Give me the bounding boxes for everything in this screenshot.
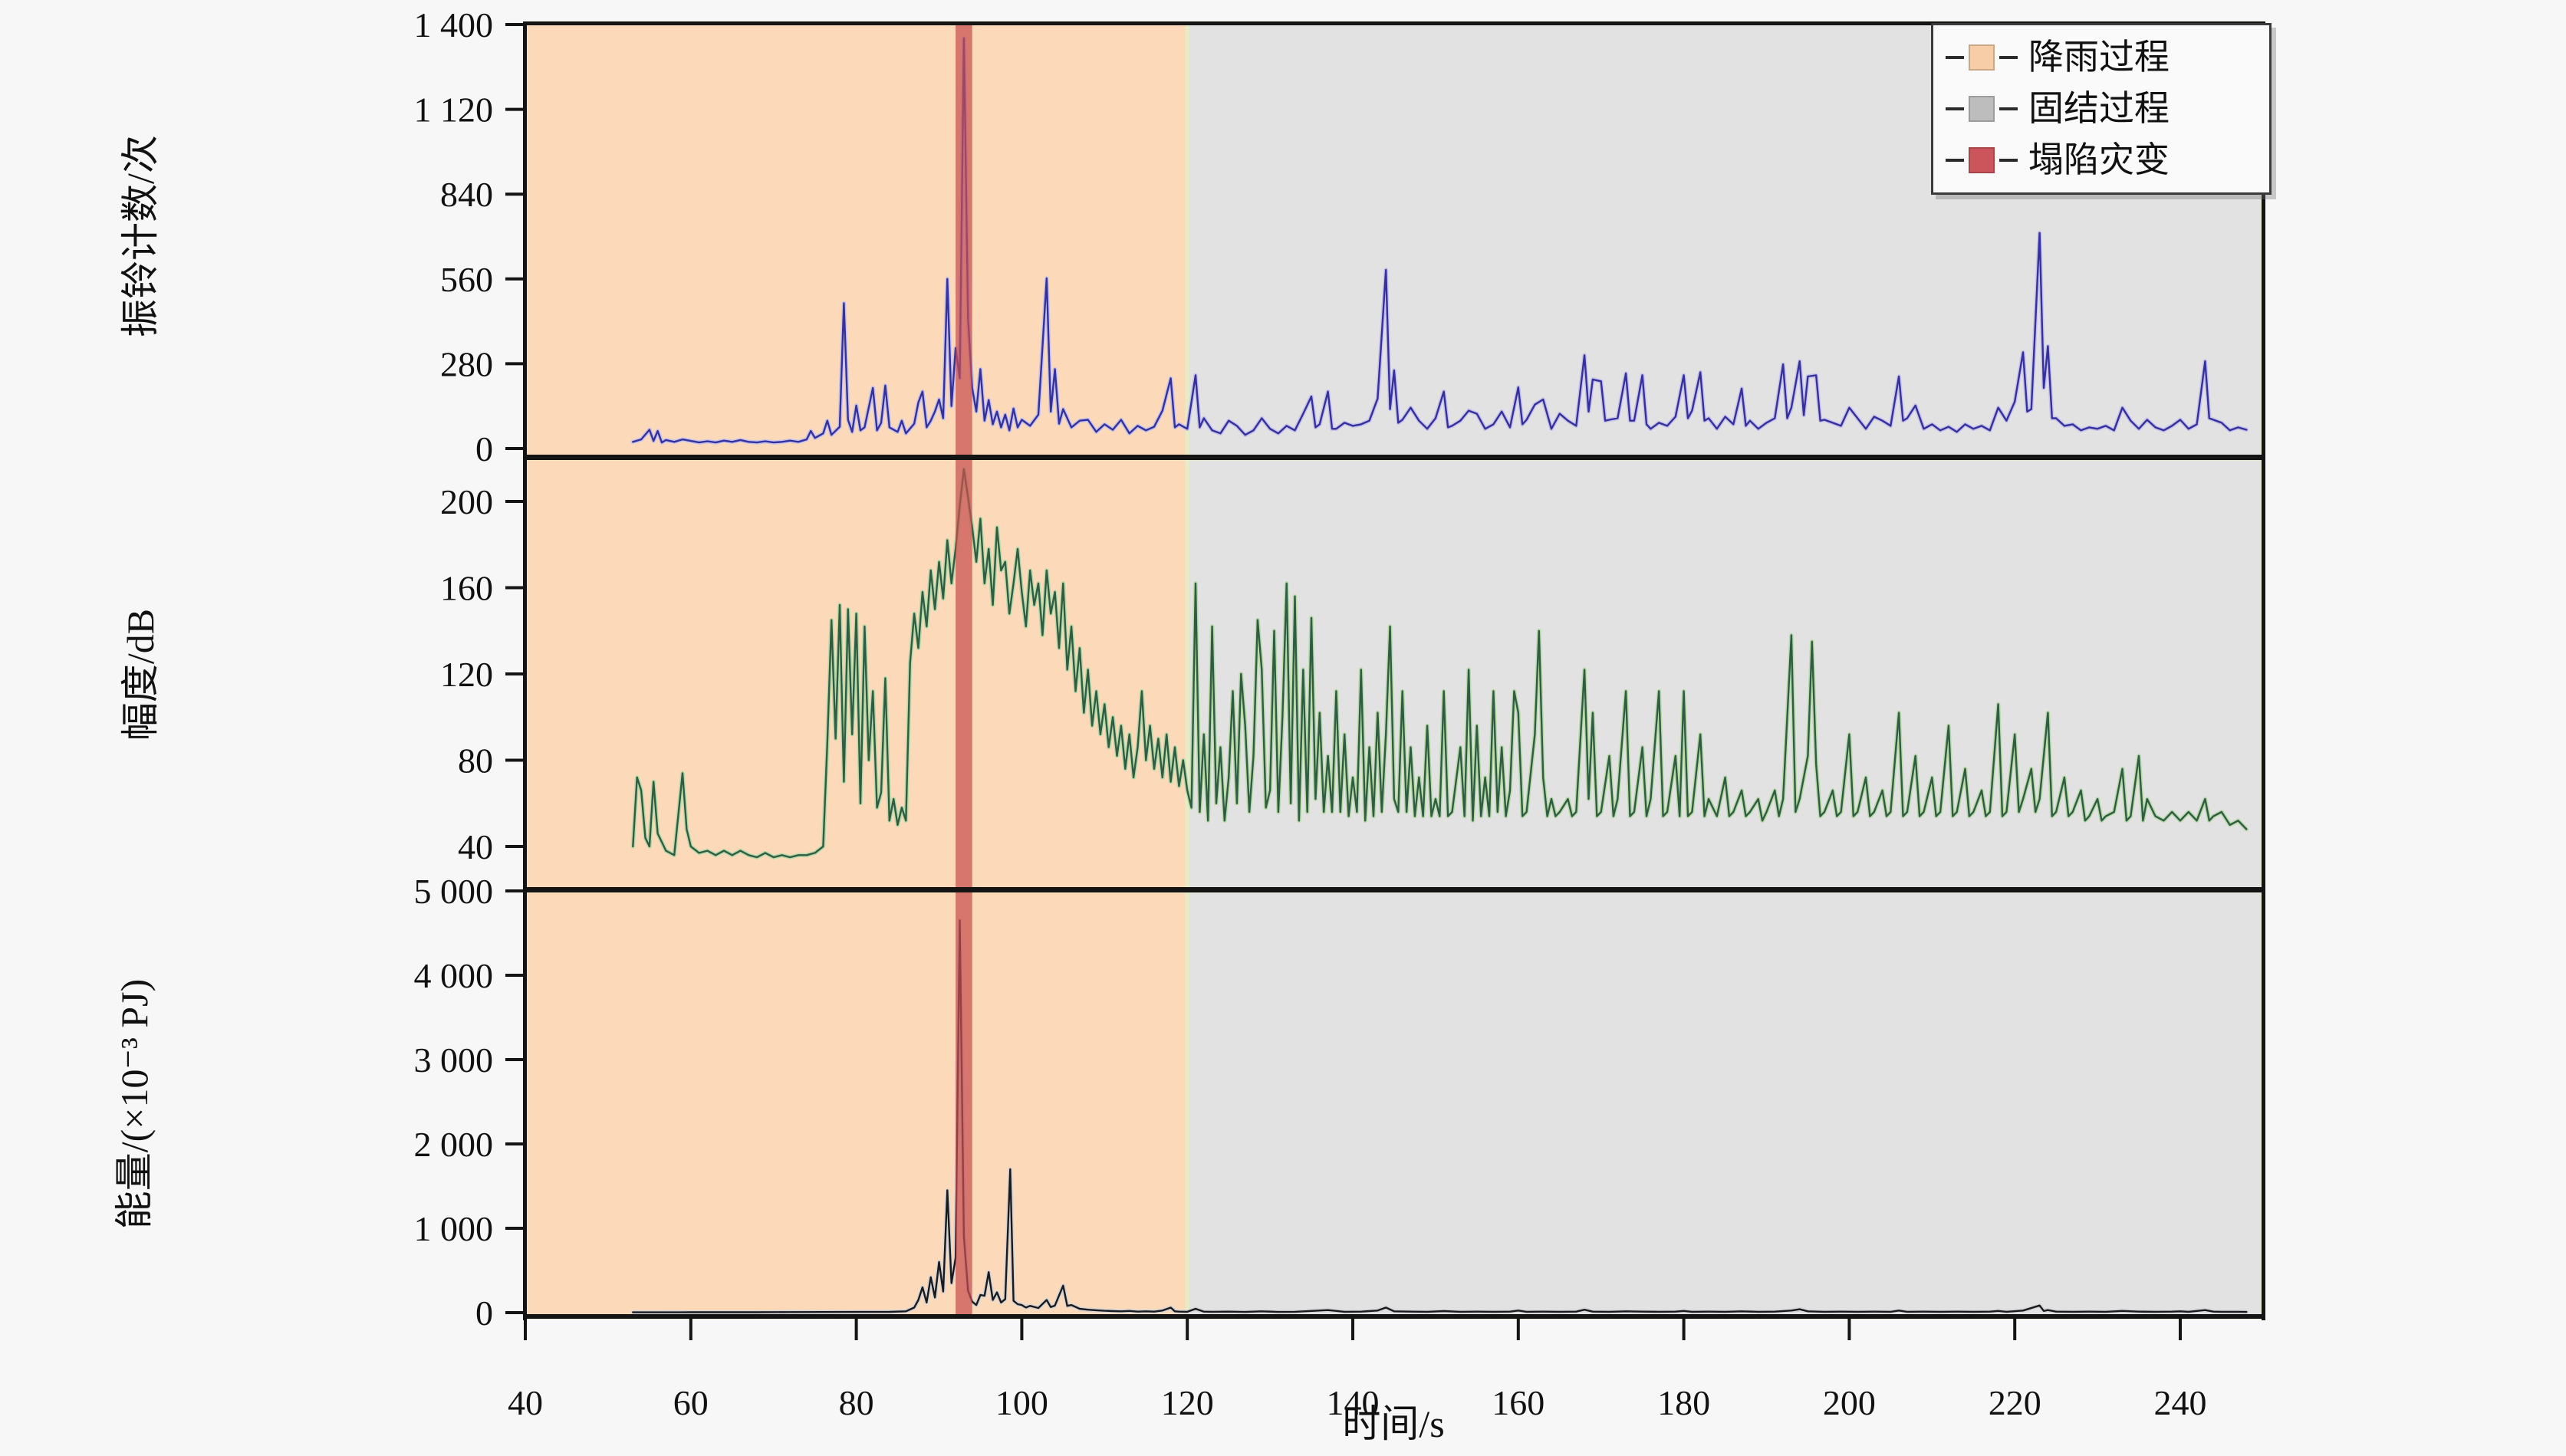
y-tick-label: 0 bbox=[475, 429, 493, 468]
x-tick-label: 40 bbox=[508, 1383, 543, 1422]
y-tick-label: 560 bbox=[440, 260, 493, 299]
legend-line-segment bbox=[1999, 55, 2018, 59]
region-rainfall-panel0 bbox=[523, 21, 1189, 461]
region-consolidation-panel1 bbox=[1185, 456, 2265, 893]
region-consolidation-panel2 bbox=[1185, 889, 2265, 1320]
energy-axis-label: 能量/(×10⁻³ PJ) bbox=[113, 979, 156, 1230]
legend-label: 降雨过程 bbox=[2028, 37, 2170, 77]
y-tick-label: 840 bbox=[440, 175, 493, 214]
region-rainfall-panel2 bbox=[523, 889, 1189, 1320]
ring-count-axis-label: 振铃计数/次 bbox=[119, 135, 162, 337]
y-tick-label: 2 000 bbox=[414, 1125, 494, 1164]
collapse-swatch-icon bbox=[1969, 147, 1995, 174]
legend-item-rainfall: 降雨过程 bbox=[1946, 37, 2257, 77]
x-tick-label: 200 bbox=[1823, 1383, 1876, 1422]
y-tick-label: 280 bbox=[440, 344, 493, 383]
amplitude-series-line bbox=[632, 468, 2248, 859]
y-tick-label: 1 120 bbox=[414, 90, 494, 130]
y-tick-label: 40 bbox=[458, 827, 493, 866]
y-tick-label: 1 400 bbox=[414, 5, 494, 44]
x-tick-label: 180 bbox=[1657, 1383, 1710, 1422]
y-tick-label: 120 bbox=[440, 655, 493, 694]
right-spine bbox=[2262, 21, 2265, 1320]
legend-label: 塌陷灾变 bbox=[2028, 140, 2170, 180]
legend-item-collapse: 塌陷灾变 bbox=[1946, 143, 2257, 178]
y-tick-label: 1 000 bbox=[414, 1209, 494, 1248]
y-tick-label: 5 000 bbox=[414, 872, 494, 911]
region-collapse-panel0 bbox=[956, 23, 972, 458]
y-tick-label: 200 bbox=[440, 482, 493, 521]
legend-line-segment bbox=[1946, 159, 1964, 163]
horizontal-spine-1 bbox=[523, 455, 2265, 460]
y-tick-label: 80 bbox=[458, 741, 493, 781]
x-tick-label: 60 bbox=[673, 1383, 709, 1422]
x-tick-label: 120 bbox=[1161, 1383, 1214, 1422]
x-tick-label: 80 bbox=[839, 1383, 874, 1422]
x-tick-label: 160 bbox=[1492, 1383, 1545, 1422]
x-tick-label: 100 bbox=[995, 1383, 1048, 1422]
y-tick-label: 0 bbox=[475, 1293, 493, 1333]
y-tick-label: 3 000 bbox=[414, 1040, 494, 1080]
consolidation-swatch-icon bbox=[1969, 95, 1995, 122]
legend-line-segment bbox=[1946, 55, 1964, 59]
legend-line-segment bbox=[1999, 159, 2018, 163]
rainfall-swatch-icon bbox=[1969, 44, 1995, 71]
legend-line-segment bbox=[1999, 107, 2018, 110]
horizontal-spine-0 bbox=[523, 21, 2265, 25]
x-tick-label: 220 bbox=[1989, 1383, 2041, 1422]
left-spine bbox=[523, 21, 527, 1320]
legend: 降雨过程 固结过程 塌陷灾变 bbox=[1931, 23, 2272, 195]
time-axis-label: 时间/s bbox=[1342, 1402, 1444, 1445]
y-tick-label: 4 000 bbox=[414, 956, 494, 995]
amplitude-axis-label: 幅度/dB bbox=[119, 609, 162, 741]
x-tick-label: 240 bbox=[2154, 1383, 2207, 1422]
ring-count-series-line bbox=[632, 37, 2248, 444]
region-collapse-panel1 bbox=[956, 458, 972, 891]
region-collapse-panel2 bbox=[956, 891, 972, 1317]
legend-line-segment bbox=[1946, 107, 1964, 110]
x-tick-label: 140 bbox=[1327, 1383, 1380, 1422]
horizontal-spine-2 bbox=[523, 887, 2265, 892]
legend-label: 固结过程 bbox=[2028, 88, 2170, 128]
y-tick-label: 160 bbox=[440, 569, 493, 608]
legend-item-consolidation: 固结过程 bbox=[1946, 88, 2257, 128]
horizontal-spine-3 bbox=[523, 1314, 2265, 1319]
